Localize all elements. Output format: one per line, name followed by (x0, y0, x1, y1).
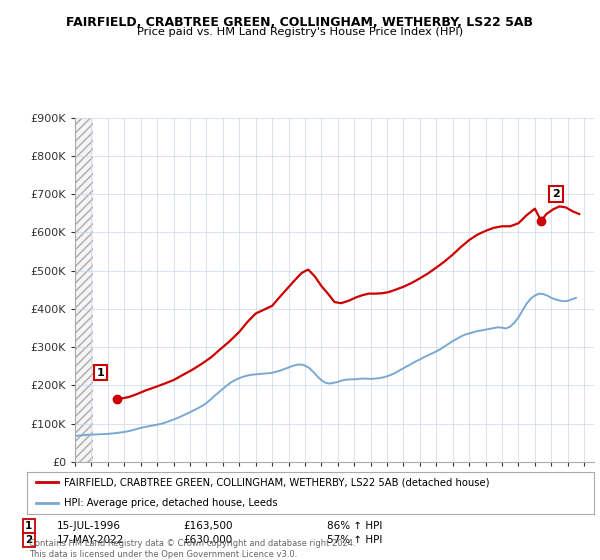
Text: £163,500: £163,500 (183, 521, 233, 531)
Text: 2: 2 (552, 189, 560, 199)
Text: HPI: Average price, detached house, Leeds: HPI: Average price, detached house, Leed… (64, 498, 277, 508)
Text: 86% ↑ HPI: 86% ↑ HPI (327, 521, 382, 531)
Text: £630,000: £630,000 (183, 535, 232, 545)
Text: 15-JUL-1996: 15-JUL-1996 (57, 521, 121, 531)
Text: 2: 2 (25, 535, 32, 545)
Text: 1: 1 (97, 368, 104, 377)
Bar (75, 118, 93, 462)
Text: FAIRFIELD, CRABTREE GREEN, COLLINGHAM, WETHERBY, LS22 5AB: FAIRFIELD, CRABTREE GREEN, COLLINGHAM, W… (67, 16, 533, 29)
Text: 17-MAY-2022: 17-MAY-2022 (57, 535, 124, 545)
Text: 57% ↑ HPI: 57% ↑ HPI (327, 535, 382, 545)
Text: 1: 1 (25, 521, 32, 531)
Text: Contains HM Land Registry data © Crown copyright and database right 2024.
This d: Contains HM Land Registry data © Crown c… (29, 539, 355, 559)
Text: Price paid vs. HM Land Registry's House Price Index (HPI): Price paid vs. HM Land Registry's House … (137, 27, 463, 37)
Text: FAIRFIELD, CRABTREE GREEN, COLLINGHAM, WETHERBY, LS22 5AB (detached house): FAIRFIELD, CRABTREE GREEN, COLLINGHAM, W… (64, 477, 490, 487)
